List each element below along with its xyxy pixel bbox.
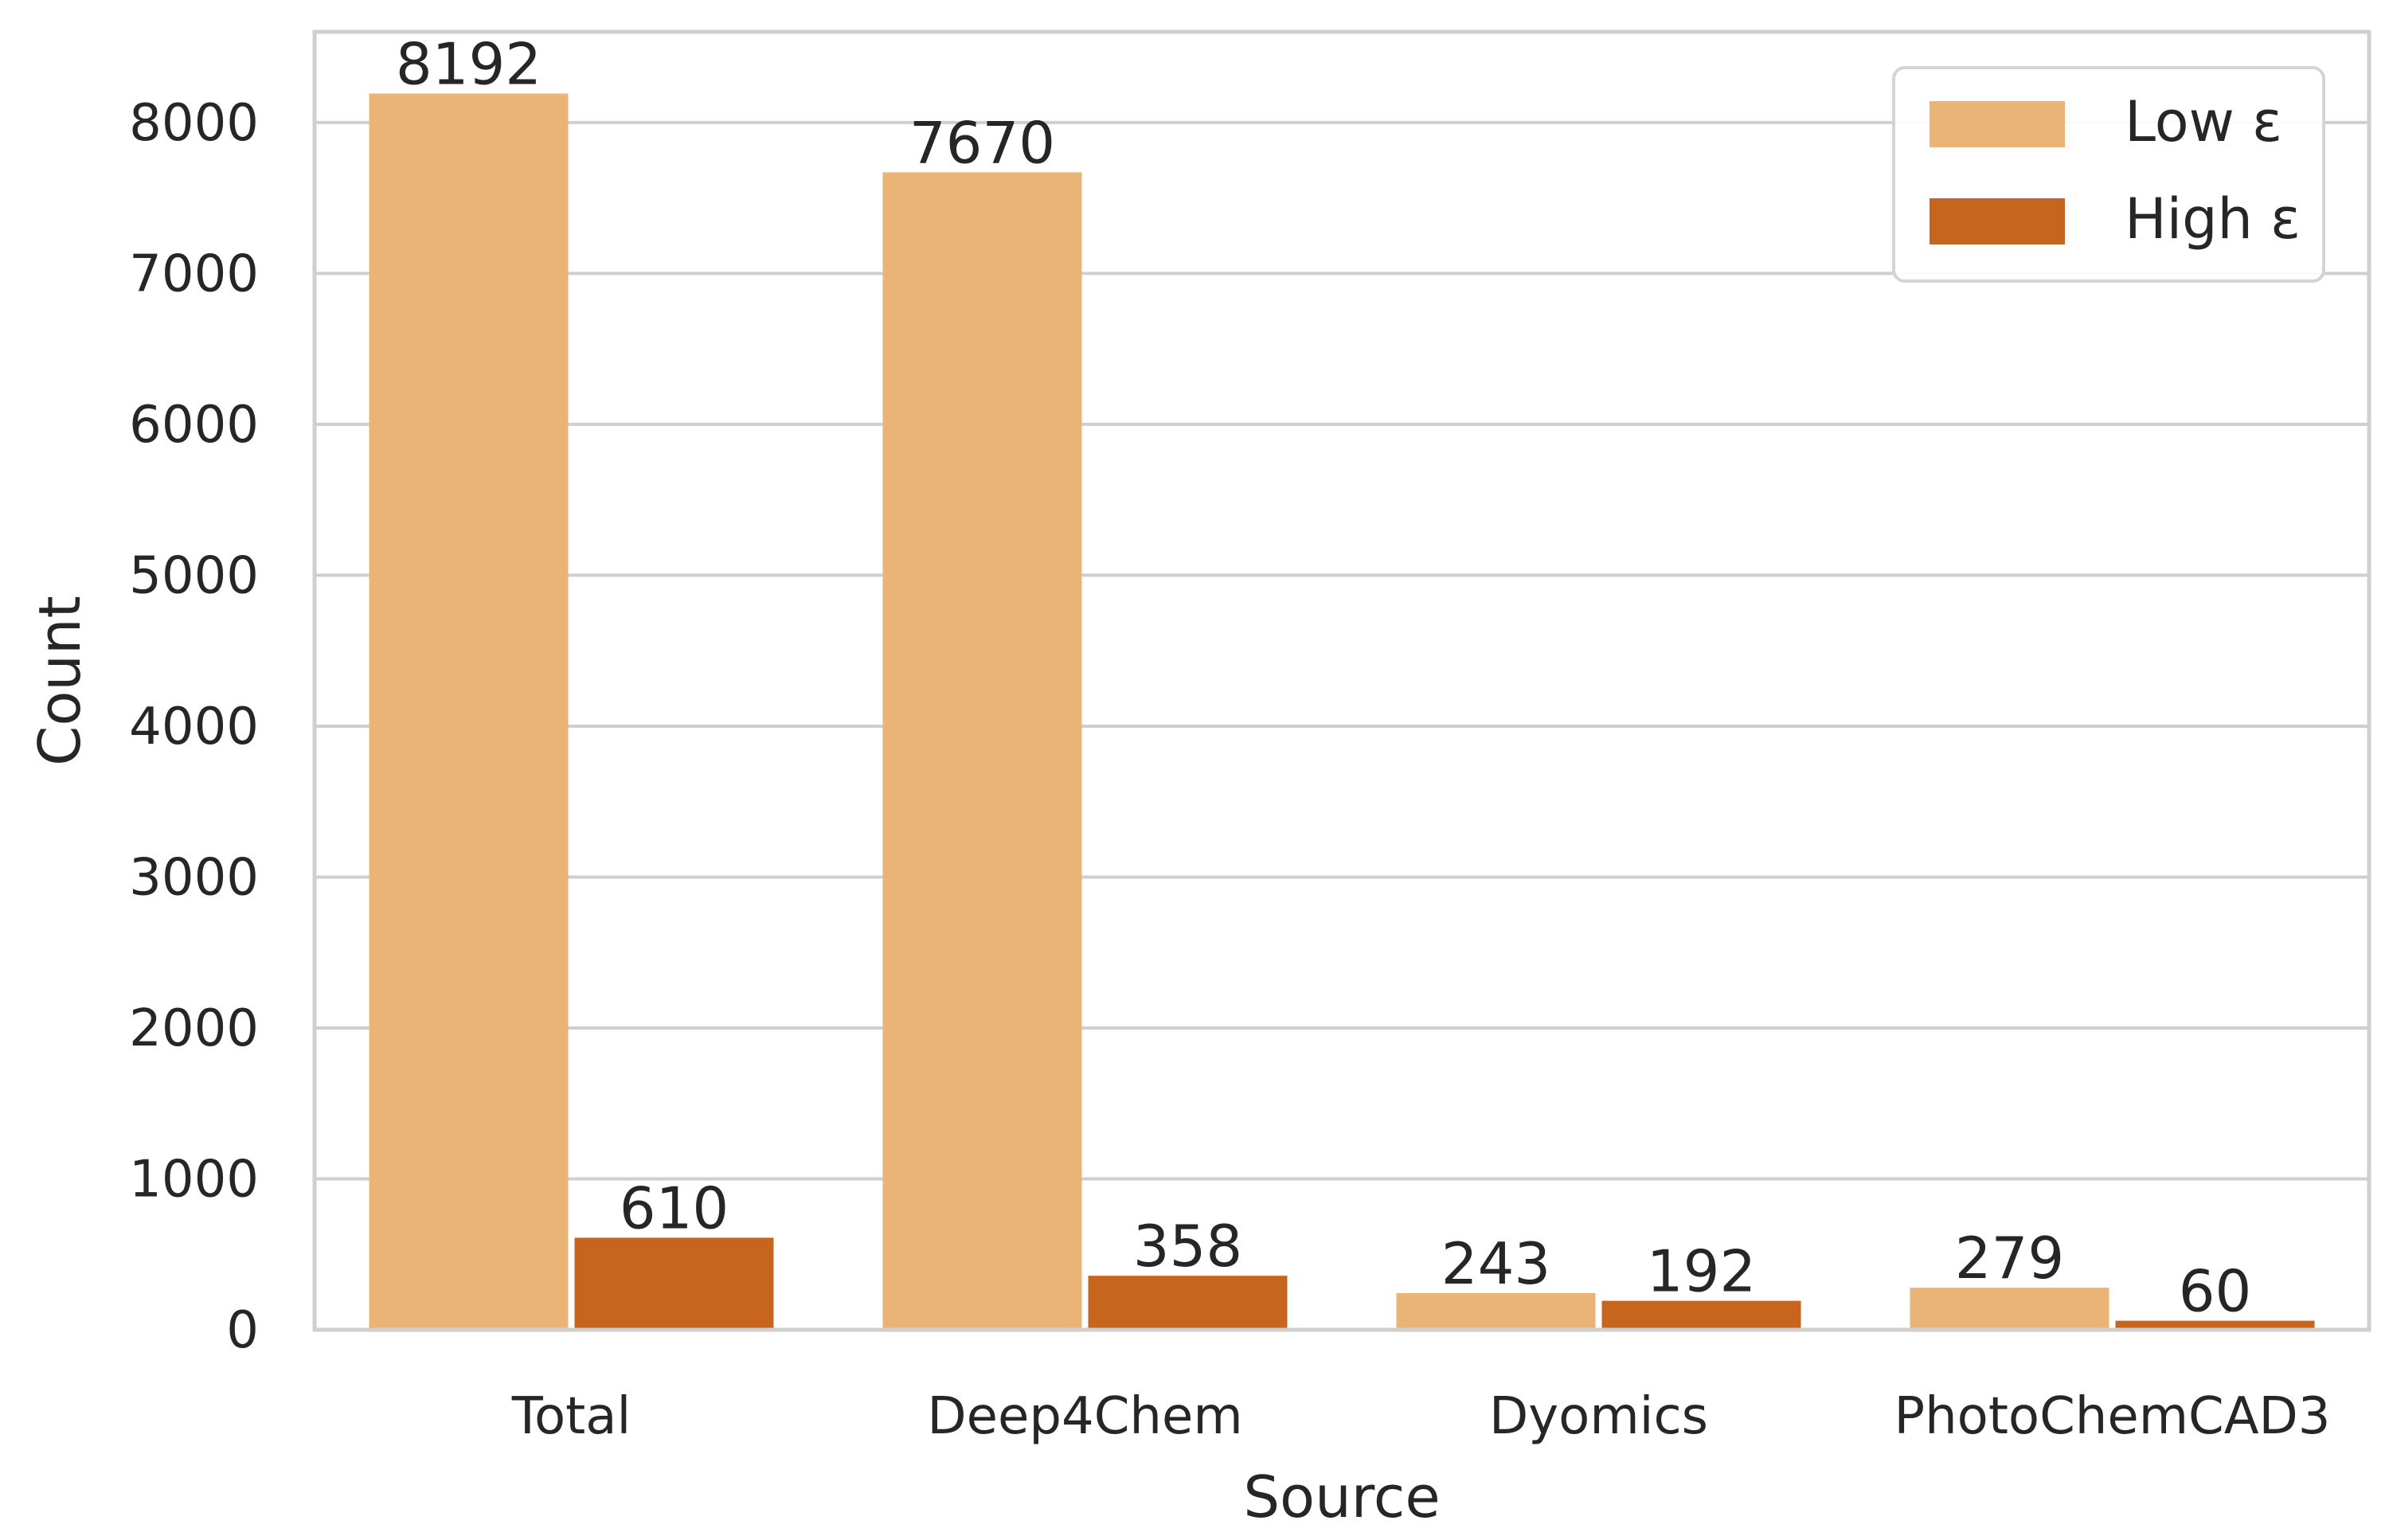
bar: [369, 93, 569, 1331]
y-tick-labels: 0 1000 2000 3000 4000 5000 6000 7000 8000: [129, 94, 259, 1360]
y-tick-label: 5000: [129, 546, 259, 605]
legend-label: Low ε: [2125, 89, 2282, 154]
bar-value-label: 192: [1647, 1238, 1756, 1305]
bar-value-label: 279: [1955, 1225, 2064, 1292]
x-axis-title: Source: [1243, 1464, 1440, 1530]
y-tick-label: 2000: [129, 999, 259, 1058]
bar-value-labels: 8192 610 7670 358 243 192 279 60: [396, 31, 2251, 1325]
y-tick-label: 8000: [129, 94, 259, 153]
y-tick-label: 4000: [129, 698, 259, 756]
y-tick-label: 1000: [129, 1150, 259, 1209]
bar: [1396, 1292, 1596, 1330]
bar-value-label: 60: [2179, 1258, 2252, 1325]
legend: Low ε High ε: [1892, 66, 2325, 283]
x-tick-labels: Total Deep4Chem Dyomics PhotoChemCAD3: [511, 1387, 2331, 1446]
y-tick-label: 0: [226, 1301, 259, 1360]
bar: [1601, 1300, 1801, 1330]
x-tick-label: Dyomics: [1489, 1387, 1708, 1446]
bar: [882, 172, 1082, 1330]
y-tick-label: 7000: [129, 244, 259, 303]
bar: [2115, 1320, 2315, 1330]
bar-value-label: 8192: [396, 31, 542, 98]
legend-label: High ε: [2125, 186, 2301, 252]
x-tick-label: PhotoChemCAD3: [1894, 1387, 2331, 1446]
legend-swatch: [1930, 101, 2065, 147]
y-axis-title: Count: [26, 596, 93, 766]
y-tick-label: 3000: [129, 848, 259, 907]
bars: [369, 93, 2315, 1331]
x-tick-label: Total: [511, 1387, 631, 1446]
bar: [1910, 1288, 2109, 1330]
plot-frame: [312, 29, 2371, 1332]
x-tick-label: Deep4Chem: [927, 1387, 1242, 1446]
legend-swatch: [1930, 198, 2065, 244]
bar-value-label: 610: [620, 1175, 729, 1241]
bar: [574, 1237, 774, 1330]
bar-value-label: 7670: [909, 109, 1055, 176]
y-tick-label: 6000: [129, 396, 259, 455]
bar-value-label: 358: [1133, 1213, 1242, 1280]
bar: [1088, 1276, 1288, 1330]
bar-value-label: 243: [1441, 1230, 1550, 1297]
